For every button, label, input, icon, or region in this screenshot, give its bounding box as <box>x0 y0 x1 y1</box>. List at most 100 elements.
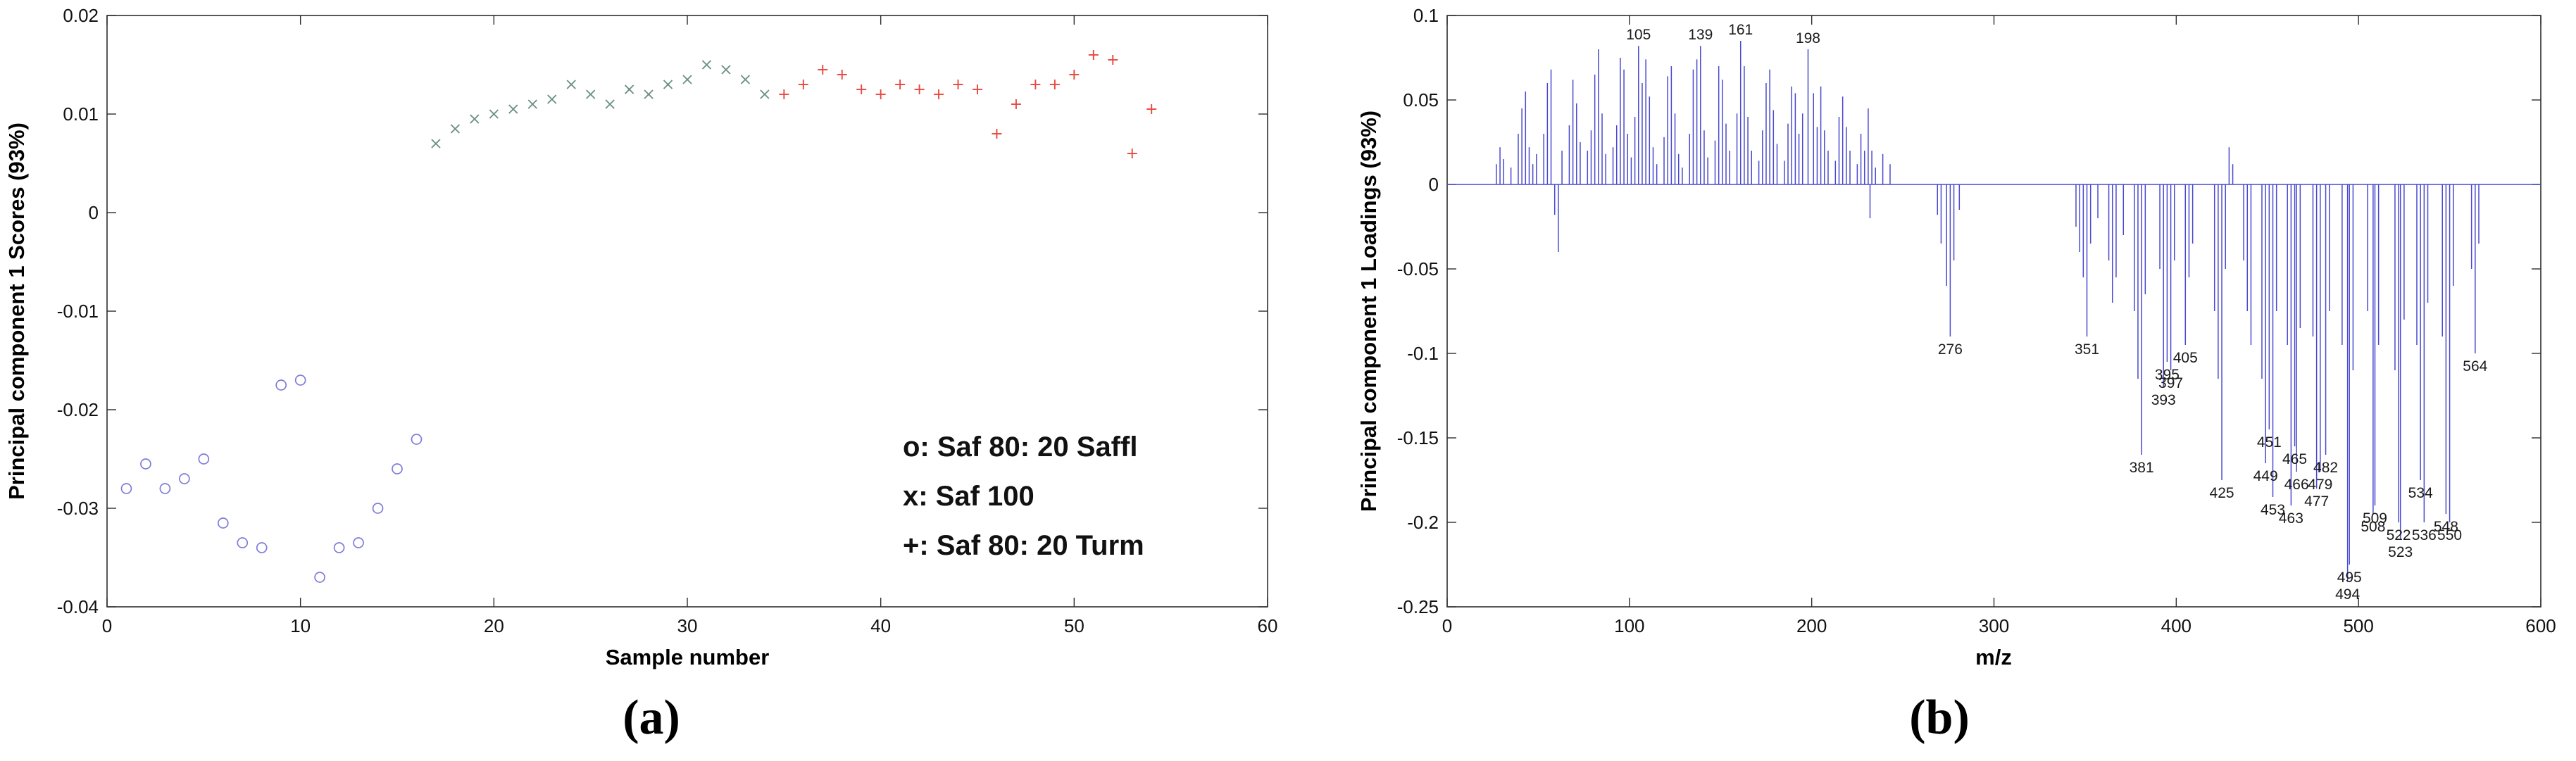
pca-scores-chart: 0 10 20 30 40 50 60 0.02 0.01 0 -0.01 -0.02 -0.03 -0.… <box>4 5 1278 669</box>
y-axis-label-loadings: Principal component 1 Loadings (93%) <box>1356 111 1381 512</box>
peak-label: 463 <box>2279 510 2303 527</box>
y-tick-label: -0.15 <box>1397 427 1439 448</box>
marker-x <box>701 60 712 70</box>
peak-label: 397 <box>2158 375 2183 391</box>
x-tick-label: 300 <box>1979 615 2009 636</box>
peak-label: 477 <box>2304 493 2329 510</box>
y-tick-label: -0.1 <box>1407 343 1439 364</box>
marker-o <box>294 375 306 386</box>
marker-x <box>527 99 537 109</box>
peak-label: 536 <box>2412 527 2437 543</box>
legend-item-turm: +: Saf 80: 20 Turm <box>903 530 1144 561</box>
marker-x <box>431 139 441 149</box>
peak-label: 495 <box>2337 570 2362 586</box>
marker-o <box>333 542 345 553</box>
y-tick-label: -0.02 <box>57 399 99 420</box>
x-tick-label: 10 <box>290 615 311 636</box>
peak-label: 105 <box>1626 27 1651 43</box>
peak-label: 393 <box>2151 392 2176 408</box>
peak-label: 276 <box>1938 341 1963 358</box>
x-tick-label: 20 <box>484 615 504 636</box>
marker-x <box>663 80 673 89</box>
y-tick-label: 0 <box>1429 174 1439 195</box>
peak-label: 198 <box>1796 30 1820 46</box>
x-tick-label: 400 <box>2161 615 2192 636</box>
peak-label: 381 <box>2130 460 2154 476</box>
series-o <box>120 375 423 583</box>
x-tick-label: 40 <box>870 615 891 636</box>
peak-label: 453 <box>2261 502 2285 518</box>
x-tick-label: 200 <box>1796 615 1827 636</box>
peak-label: 139 <box>1688 27 1713 43</box>
marker-x <box>450 124 461 134</box>
marker-x <box>682 75 692 84</box>
marker-x <box>489 109 499 119</box>
y-tick-label: -0.04 <box>57 596 99 617</box>
marker-o <box>237 537 249 548</box>
peak-label: 550 <box>2437 527 2462 543</box>
legend-item-saf100: x: Saf 100 <box>903 481 1034 512</box>
series-+ <box>779 50 1157 158</box>
x-tick-label: 500 <box>2343 615 2373 636</box>
peak-label: 479 <box>2308 477 2332 493</box>
axes-frame <box>106 15 1268 608</box>
marker-x <box>644 89 654 99</box>
y-axis-label-scores: Principal component 1 Scores (93%) <box>4 122 29 500</box>
marker-o <box>372 503 384 514</box>
peak-label: 161 <box>1728 22 1753 38</box>
y-tick-label: 0 <box>89 202 99 223</box>
caption-a: (a) <box>623 690 680 745</box>
marker-o <box>314 572 325 583</box>
peak-label: 425 <box>2210 485 2234 501</box>
marker-x <box>624 84 634 94</box>
y-tick-label: -0.05 <box>1397 258 1439 279</box>
peak-label: 522 <box>2387 527 2411 543</box>
caption-b: (b) <box>1909 690 1970 745</box>
stems-group <box>1447 41 2541 581</box>
peak-label: 449 <box>2253 468 2278 484</box>
y-tick-label: -0.03 <box>57 498 99 519</box>
peak-label: 405 <box>2173 350 2198 366</box>
marker-o <box>392 463 403 474</box>
marker-o <box>256 542 268 553</box>
marker-o <box>275 379 287 391</box>
peak-label: 564 <box>2463 358 2487 375</box>
x-tick-label: 600 <box>2525 615 2556 636</box>
legend-item-saffl: o: Saf 80: 20 Saffl <box>903 432 1137 463</box>
x-tick-label: 30 <box>677 615 698 636</box>
x-tick-label: 60 <box>1258 615 1278 636</box>
plot-area-loadings: 0 100 200 300 400 500 600 0.1 0.05 0 -0.05 -0.1 -0.1… <box>1397 5 2556 636</box>
marker-o <box>120 483 132 494</box>
peak-label: 509 <box>2363 510 2387 527</box>
panel-b: 0 100 200 300 400 500 600 0.1 0.05 0 -0.05 -0.1 -0.1… <box>1303 0 2576 761</box>
x-tick-label: 0 <box>1442 615 1452 636</box>
peak-label: 508 <box>2361 519 2385 535</box>
marker-x <box>470 114 480 124</box>
marker-x <box>605 99 615 109</box>
peak-label: 466 <box>2284 477 2309 493</box>
pca-loadings-chart: 0 100 200 300 400 500 600 0.1 0.05 0 -0.05 -0.1 -0.1… <box>1356 5 2556 669</box>
marker-o <box>217 517 229 529</box>
marker-x <box>721 65 731 75</box>
marker-x <box>585 89 596 99</box>
y-tick-label: -0.25 <box>1397 596 1439 617</box>
marker-x <box>566 80 576 89</box>
peak-label: 351 <box>2075 341 2099 358</box>
x-tick-label: 50 <box>1064 615 1084 636</box>
peak-label: 534 <box>2408 485 2433 501</box>
x-tick-label: 100 <box>1614 615 1644 636</box>
peak-label: 494 <box>2335 586 2360 603</box>
y-tick-label: 0.05 <box>1403 89 1439 111</box>
x-axis-label-loadings: m/z <box>1975 645 2012 669</box>
y-tick-label: -0.2 <box>1407 512 1439 533</box>
marker-o <box>179 473 190 484</box>
marker-o <box>353 537 364 548</box>
peak-label: 451 <box>2257 434 2282 451</box>
peak-label: 465 <box>2282 451 2307 467</box>
marker-o <box>411 434 423 445</box>
panel-a: 0 10 20 30 40 50 60 0.02 0.01 0 -0.01 -0.02 -0.03 -0.… <box>4 5 1278 745</box>
marker-o <box>159 483 171 494</box>
peak-label: 523 <box>2388 544 2413 560</box>
marker-x <box>740 75 751 84</box>
